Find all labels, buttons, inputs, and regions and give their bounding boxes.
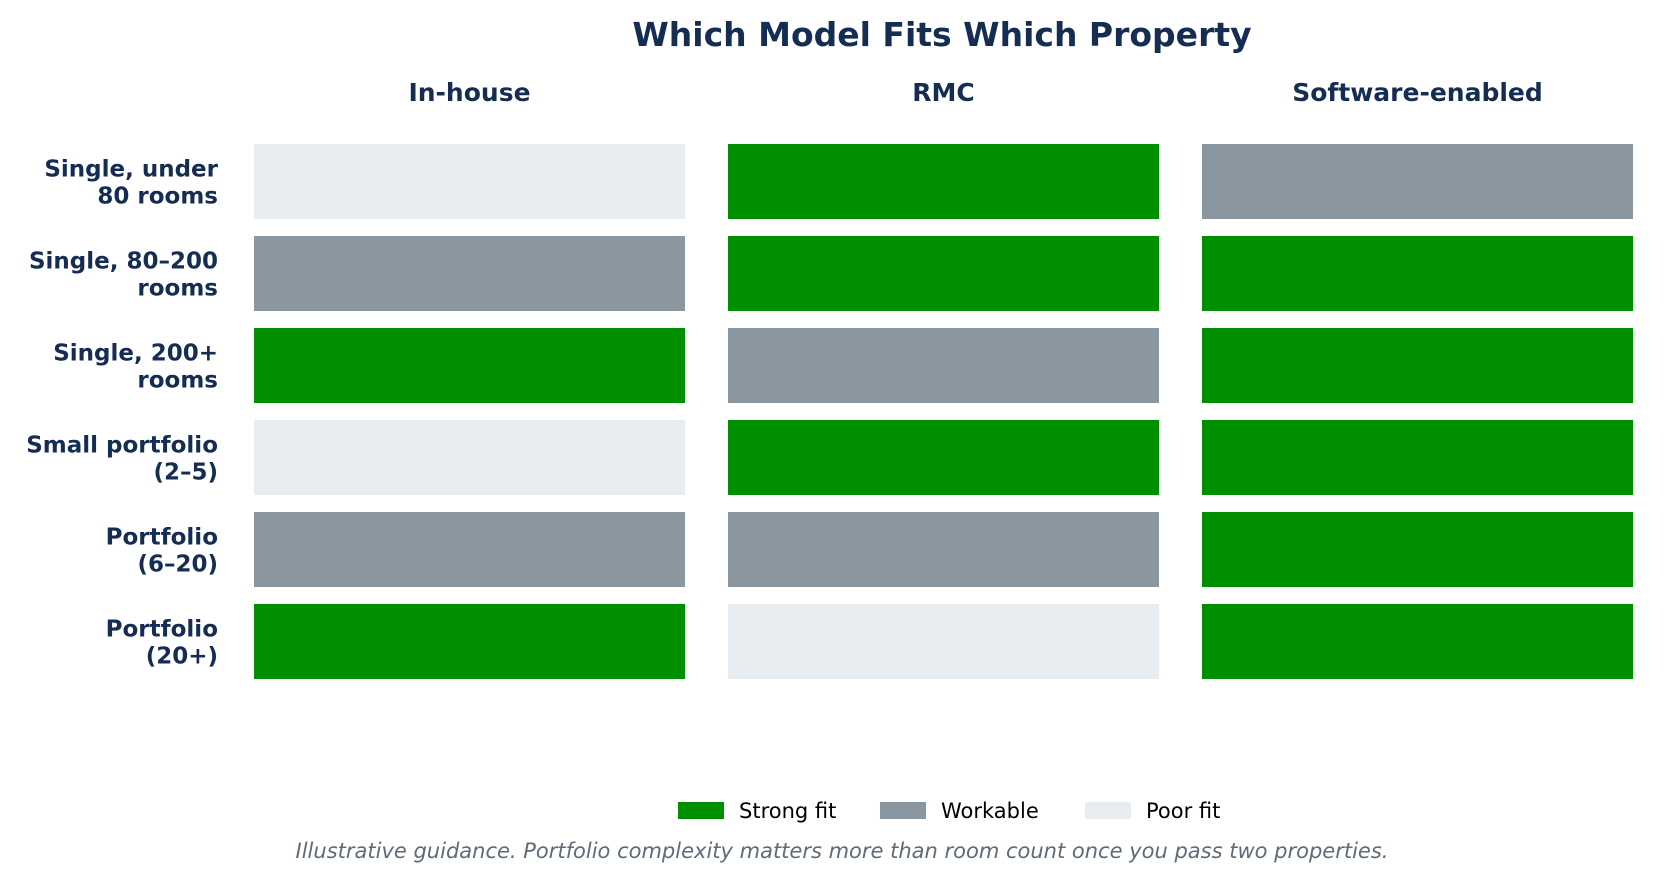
row-label: (20+) [146,644,218,670]
chart-title: Which Model Fits Which Property [632,15,1251,54]
legend-swatch-poor [1085,802,1131,819]
column-header: In-house [408,78,530,107]
column-header: Software-enabled [1292,78,1543,107]
fit-cell-strong [254,604,685,679]
fit-cell-workable [1202,144,1633,219]
row-label: rooms [137,368,218,394]
fit-cell-workable [728,328,1159,403]
fit-cell-poor [728,604,1159,679]
legend-swatch-strong [678,802,724,819]
fit-cell-strong [728,420,1159,495]
row-label: Single, under [44,157,218,183]
fit-cell-workable [728,512,1159,587]
fit-cell-poor [254,144,685,219]
row-label: Portfolio [106,525,218,551]
chart-footnote: Illustrative guidance. Portfolio complex… [296,839,1389,863]
fit-cell-strong [1202,236,1633,311]
row-label: Single, 80–200 [29,249,218,275]
legend-label-strong: Strong fit [739,799,836,823]
fit-cell-strong [728,144,1159,219]
legend-swatch-workable [880,802,926,819]
row-label: Portfolio [106,617,218,643]
column-headers: In-house RMC Software-enabled [408,78,1542,107]
fit-cell-strong [1202,604,1633,679]
row-label: Single, 200+ [53,341,218,367]
fit-cells [254,144,1633,679]
legend-label-poor: Poor fit [1146,799,1220,823]
column-header: RMC [912,78,974,107]
row-label: Small portfolio [26,433,218,459]
fit-cell-workable [254,512,685,587]
legend: Strong fit Workable Poor fit [678,799,1220,823]
row-label: (2–5) [153,460,218,486]
fit-cell-strong [1202,512,1633,587]
row-label: 80 rooms [97,184,218,210]
row-label: (6–20) [137,552,218,578]
fit-cell-strong [254,328,685,403]
fit-cell-poor [254,420,685,495]
fit-cell-strong [728,236,1159,311]
fit-cell-workable [254,236,685,311]
fit-cell-strong [1202,420,1633,495]
legend-label-workable: Workable [941,799,1039,823]
row-label: rooms [137,276,218,302]
fit-cell-strong [1202,328,1633,403]
